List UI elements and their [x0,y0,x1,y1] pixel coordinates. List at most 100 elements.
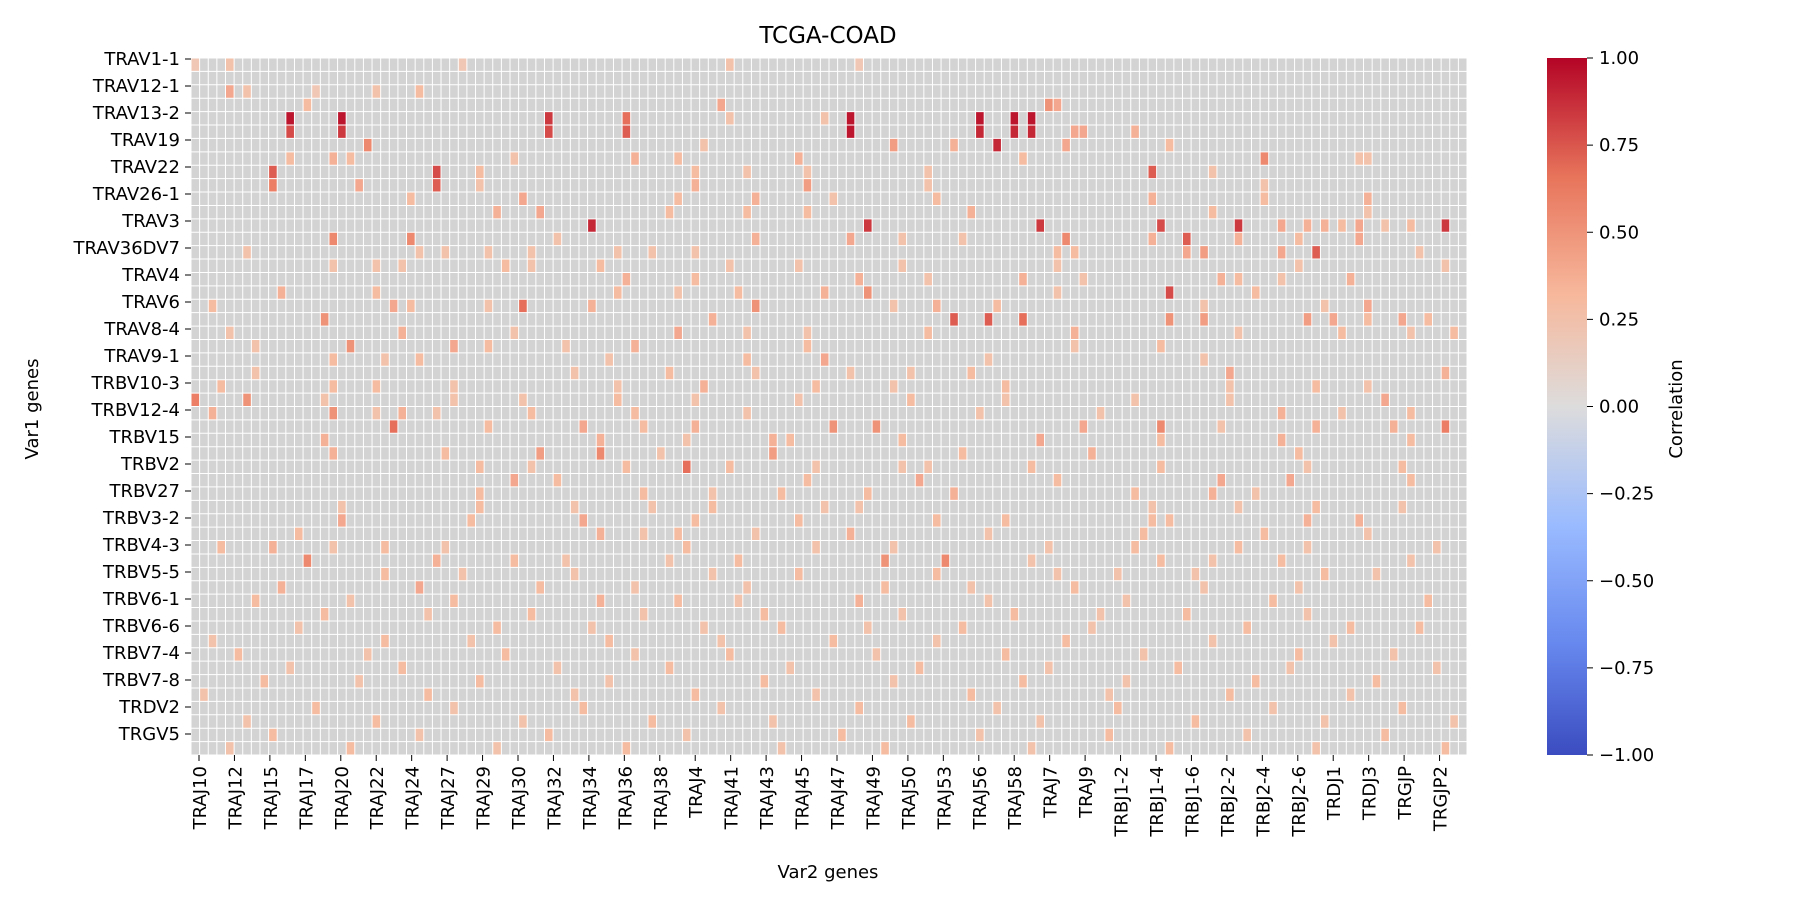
heatmap-cell [932,299,942,313]
heatmap-cell [225,741,235,755]
heatmap-cell [510,326,519,340]
heatmap-cell [1380,728,1390,742]
heatmap-cell [1027,460,1036,474]
heatmap-cell [311,701,321,715]
heatmap-cell [346,339,355,353]
heatmap-cell [803,339,812,353]
heatmap-cell [372,406,381,420]
heatmap-cell [1423,594,1433,608]
y-tick-label: TRGV5 [118,724,180,745]
heatmap-cell [768,446,778,461]
heatmap-cell [958,620,967,635]
heatmap-cell [1053,567,1062,581]
y-tick-label: TRBV10-3 [91,373,180,394]
heatmap-cell [794,259,804,273]
heatmap-cell [1234,272,1243,286]
heatmap-cell [432,553,442,568]
heatmap-cell [699,620,709,635]
heatmap-cell [691,513,700,528]
heatmap-cell [975,125,985,139]
heatmap-cell [1423,312,1433,327]
heatmap-cell [449,339,459,353]
heatmap-cell [303,553,312,568]
heatmap-cell [423,607,433,621]
heatmap-cell [251,366,260,380]
heatmap-cell [897,259,907,273]
heatmap-cell [1035,218,1045,233]
heatmap-cell [665,366,674,380]
heatmap-cell [1320,567,1330,581]
y-tick-label: TRBV15 [108,427,180,448]
heatmap-cell [966,687,976,702]
heatmap-cell [423,687,433,702]
heatmap-cell [906,714,916,729]
heatmap-cell [1372,567,1381,581]
heatmap-cell [794,151,804,166]
heatmap-cell [1027,553,1036,568]
heatmap-cell [1079,419,1088,434]
heatmap-cell [337,500,347,514]
heatmap-cell [630,580,640,595]
x-tick-label: TRAJ30 [509,766,530,830]
x-tick-label: TRAJ41 [722,766,743,830]
heatmap-cell [966,366,976,380]
heatmap-cell [535,580,545,595]
heatmap-cell [570,567,579,581]
heatmap-cell [1277,272,1286,286]
heatmap-cell [1182,245,1192,260]
heatmap-cell [1268,594,1278,608]
heatmap-cell [682,540,692,554]
heatmap-cell [242,84,252,99]
colorbar-tick-label: 0.00 [1599,397,1639,418]
heatmap-cell [1389,647,1399,662]
heatmap-cell [380,634,390,648]
heatmap-cell [1311,379,1321,394]
heatmap-cell [665,205,674,219]
heatmap-cell [1182,607,1192,621]
heatmap-cell [742,165,752,179]
heatmap-cell [1363,527,1373,541]
heatmap-cell [415,84,424,99]
heatmap-cell [1303,218,1312,233]
heatmap-cell [1156,339,1166,353]
heatmap-cell [320,312,329,327]
heatmap-cell [380,567,390,581]
x-tick-label: TRGJP [1395,766,1416,821]
heatmap-cell [992,138,1002,152]
heatmap-cell [1208,486,1217,501]
heatmap-cell [1225,393,1235,407]
heatmap-cell [1156,218,1166,233]
heatmap-cell [449,701,459,715]
heatmap-cell [897,460,907,474]
heatmap-cell [1182,232,1192,246]
heatmap-cell [337,111,347,126]
x-tick-label: TRBJ2-4 [1253,766,1274,838]
heatmap-cell [647,245,657,260]
heatmap-cell [1225,687,1235,702]
colorbar-tick-label: −1.00 [1599,745,1654,766]
heatmap-cell [932,567,942,581]
heatmap-cell [337,125,347,139]
heatmap-cell [966,580,976,595]
heatmap-cell [1165,285,1174,300]
heatmap-cell [268,165,278,179]
heatmap-cell [1087,446,1097,461]
heatmap-cell [510,151,519,166]
heatmap-cell [1242,728,1252,742]
heatmap-cell [346,741,355,755]
x-tick-label: TRAJ38 [651,766,672,830]
heatmap-cell [734,285,743,300]
heatmap-cell [578,701,588,715]
heatmap-cell [285,125,295,139]
heatmap-cell [932,634,942,648]
heatmap-cell [380,540,390,554]
heatmap-cell [544,125,554,139]
heatmap-cell [613,379,623,394]
heatmap-cell [1251,285,1261,300]
heatmap-cell [630,151,640,166]
heatmap-cell [199,687,209,702]
heatmap-cell [1053,259,1062,273]
y-tick-label: TRBV27 [108,481,180,502]
heatmap-cell [1441,741,1450,755]
heatmap-cell [846,232,855,246]
